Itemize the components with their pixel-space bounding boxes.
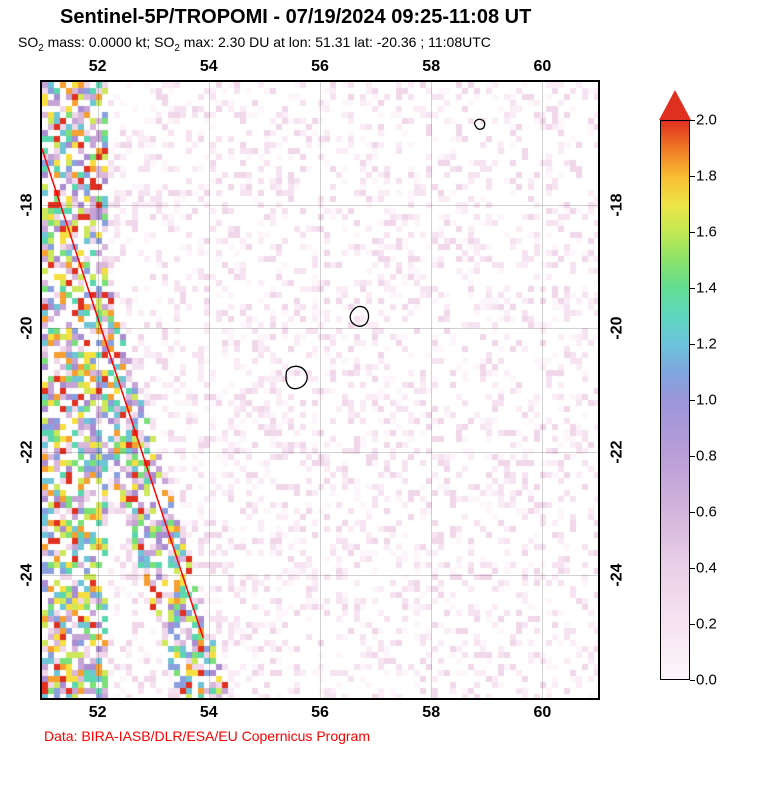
xtick-bottom: 52 bbox=[89, 704, 107, 722]
island-mauritius bbox=[350, 306, 368, 326]
ytick-right: -18 bbox=[609, 194, 627, 217]
colorbar-over-arrow bbox=[659, 90, 691, 120]
ytick-left: -20 bbox=[19, 317, 37, 340]
xtick-top: 60 bbox=[533, 58, 551, 76]
xtick-top: 52 bbox=[89, 58, 107, 76]
chart-title: Sentinel-5P/TROPOMI - 07/19/2024 09:25-1… bbox=[60, 6, 531, 29]
colorbar-tick: 1.0 bbox=[696, 392, 717, 409]
xtick-bottom: 60 bbox=[533, 704, 551, 722]
colorbar-tick: 0.8 bbox=[696, 448, 717, 465]
xtick-top: 58 bbox=[422, 58, 440, 76]
xtick-top: 56 bbox=[311, 58, 329, 76]
ytick-left: -24 bbox=[19, 563, 37, 586]
island-rodrigues bbox=[474, 119, 484, 129]
xtick-top: 54 bbox=[200, 58, 218, 76]
ytick-right: -24 bbox=[609, 563, 627, 586]
colorbar-tick: 1.6 bbox=[696, 224, 717, 241]
colorbar-tick: 1.8 bbox=[696, 168, 717, 185]
ytick-right: -22 bbox=[609, 440, 627, 463]
colorbar-tick: 1.4 bbox=[696, 280, 717, 297]
xtick-bottom: 54 bbox=[200, 704, 218, 722]
ytick-left: -18 bbox=[19, 194, 37, 217]
chart-subtitle: SO2 mass: 0.0000 kt; SO2 max: 2.30 DU at… bbox=[18, 34, 491, 54]
ytick-right: -20 bbox=[609, 317, 627, 340]
swath-edge-line bbox=[42, 149, 203, 638]
xtick-bottom: 58 bbox=[422, 704, 440, 722]
island-reunion bbox=[286, 366, 307, 388]
data-credit: Data: BIRA-IASB/DLR/ESA/EU Copernicus Pr… bbox=[44, 728, 370, 744]
colorbar-tick: 0.4 bbox=[696, 560, 717, 577]
ytick-left: -22 bbox=[19, 440, 37, 463]
colorbar-tick: 0.6 bbox=[696, 504, 717, 521]
colorbar-tick: 1.2 bbox=[696, 336, 717, 353]
colorbar-tick: 0.0 bbox=[696, 672, 717, 689]
colorbar-gradient bbox=[660, 120, 690, 680]
colorbar: 0.00.20.40.60.81.01.21.41.61.82.0 SO2 co… bbox=[660, 90, 755, 690]
colorbar-tick: 0.2 bbox=[696, 616, 717, 633]
colorbar-tick: 2.0 bbox=[696, 112, 717, 129]
map-frame bbox=[40, 80, 600, 700]
xtick-bottom: 56 bbox=[311, 704, 329, 722]
